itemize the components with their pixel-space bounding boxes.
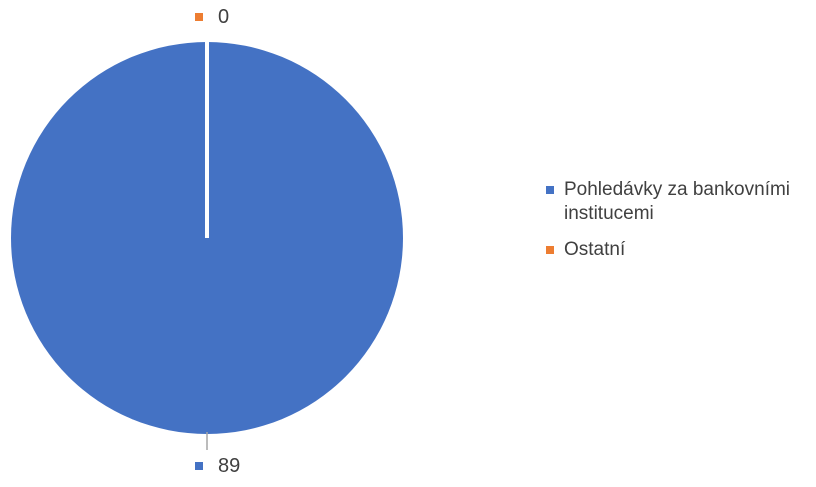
data-label-pohledavky-text: 89 [218,455,240,477]
legend-item-ostatni: Ostatní [546,238,814,262]
legend-label-pohledavky: Pohledávky za bankovními institucemi [564,179,791,224]
legend-swatch-ostatni [546,246,554,254]
data-label-pohledavky-swatch [195,462,203,470]
data-label-ostatni-text: 0 [218,6,229,28]
legend-swatch-pohledavky [546,186,554,194]
legend-item-pohledavky: Pohledávky za bankovními institucemi [546,178,814,226]
data-label-ostatni-swatch [195,13,203,21]
legend-label-ostatni: Ostatní [564,239,626,260]
data-label-pohledavky: 89 [195,455,240,477]
data-label-ostatni: 0 [195,6,229,28]
chart-legend: Pohledávky za bankovními institucemi Ost… [546,178,814,274]
